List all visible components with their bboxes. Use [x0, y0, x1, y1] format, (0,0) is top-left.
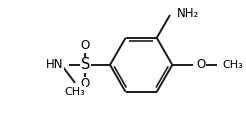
Text: NH₂: NH₂	[177, 7, 199, 20]
Text: HN: HN	[46, 58, 64, 71]
Text: CH₃: CH₃	[222, 60, 243, 70]
Text: O: O	[196, 58, 205, 71]
Text: S: S	[81, 57, 90, 72]
Text: CH₃: CH₃	[65, 87, 85, 97]
Text: O: O	[81, 40, 90, 52]
Text: O: O	[81, 77, 90, 90]
